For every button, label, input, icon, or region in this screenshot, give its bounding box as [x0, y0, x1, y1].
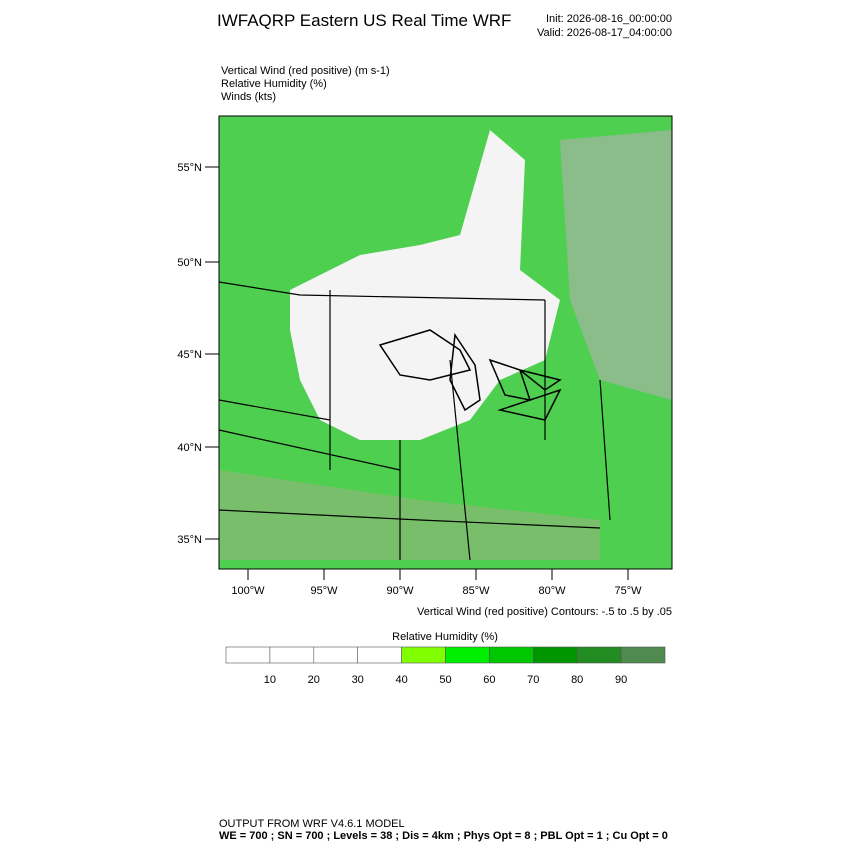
colorbar-label: 30 [352, 674, 364, 686]
colorbar-box [576, 646, 622, 664]
colorbar-label: 10 [264, 674, 276, 686]
colorbar-box [357, 646, 402, 664]
field-label: Relative Humidity (%) [221, 78, 327, 90]
lon-label: 100°W [231, 585, 265, 597]
footer-line: WE = 700 ; SN = 700 ; Levels = 38 ; Dis … [219, 830, 668, 842]
lon-label: 75°W [614, 585, 642, 597]
colorbar-label: 50 [439, 674, 451, 686]
title: IWFAQRP Eastern US Real Time WRF [217, 11, 511, 30]
colorbar-box [225, 646, 271, 664]
footer-line: OUTPUT FROM WRF V4.6.1 MODEL [219, 818, 405, 830]
colorbar-box [532, 646, 578, 664]
lon-label: 80°W [538, 585, 566, 597]
map [218, 115, 673, 570]
valid-time: Valid: 2026-08-17_04:00:00 [537, 27, 672, 39]
map-region [219, 470, 600, 560]
colorbar-label: 20 [308, 674, 320, 686]
colorbar-title: Relative Humidity (%) [392, 631, 498, 643]
colorbar-label: 90 [615, 674, 627, 686]
field-label: Winds (kts) [221, 91, 276, 103]
colorbar-box [313, 646, 358, 664]
lon-label: 95°W [310, 585, 338, 597]
colorbar-box [489, 646, 534, 664]
colorbar-box [445, 646, 490, 664]
boundary-lines [218, 281, 611, 561]
map-frame [218, 115, 673, 570]
lat-label: 45°N [177, 349, 202, 361]
field-label: Vertical Wind (red positive) (m s-1) [221, 65, 390, 77]
init-time: Init: 2026-08-16_00:00:00 [546, 13, 672, 25]
colorbar-box [620, 646, 666, 664]
lat-label: 55°N [177, 162, 202, 174]
colorbar-label: 80 [571, 674, 583, 686]
map-region [560, 130, 672, 400]
colorbar: 10 20 30 40 50 60 70 80 90 [225, 646, 666, 686]
great-lakes [378, 329, 562, 421]
colorbar-label: 70 [527, 674, 539, 686]
low-humidity-region [290, 130, 560, 440]
lon-label: 85°W [462, 585, 490, 597]
lon-label: 90°W [386, 585, 414, 597]
colorbar-label: 40 [395, 674, 407, 686]
colorbar-box [401, 646, 446, 664]
contour-note: Vertical Wind (red positive) Contours: -… [417, 606, 672, 618]
lat-label: 50°N [177, 257, 202, 269]
colorbar-box [269, 646, 315, 664]
colorbar-label: 60 [483, 674, 495, 686]
lat-label: 35°N [177, 534, 202, 546]
lat-label: 40°N [177, 442, 202, 454]
